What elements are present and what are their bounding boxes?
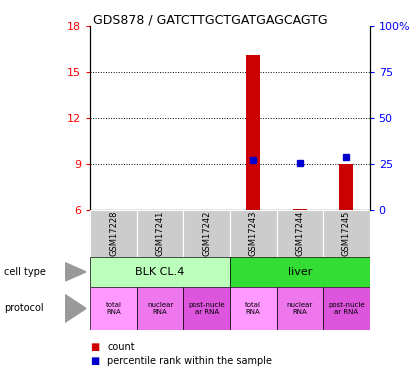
Text: total
RNA: total RNA xyxy=(105,302,121,315)
Polygon shape xyxy=(65,295,86,322)
Text: liver: liver xyxy=(288,267,312,277)
Text: GSM17243: GSM17243 xyxy=(249,211,258,256)
Bar xyxy=(137,210,184,257)
Text: cell type: cell type xyxy=(4,267,46,277)
Text: post-nucle
ar RNA: post-nucle ar RNA xyxy=(188,302,225,315)
Bar xyxy=(184,287,230,330)
Bar xyxy=(230,210,276,257)
Bar xyxy=(230,257,370,287)
Text: GSM17242: GSM17242 xyxy=(202,211,211,256)
Bar xyxy=(90,210,137,257)
Text: post-nucle
ar RNA: post-nucle ar RNA xyxy=(328,302,365,315)
Text: count: count xyxy=(107,342,135,352)
Bar xyxy=(137,287,184,330)
Text: BLK CL.4: BLK CL.4 xyxy=(135,267,185,277)
Text: percentile rank within the sample: percentile rank within the sample xyxy=(107,356,272,366)
Bar xyxy=(90,257,230,287)
Polygon shape xyxy=(65,262,86,281)
Bar xyxy=(276,210,323,257)
Text: GSM17245: GSM17245 xyxy=(342,211,351,256)
Text: GSM17241: GSM17241 xyxy=(156,211,165,256)
Bar xyxy=(230,287,276,330)
Text: GDS878 / GATCTTGCTGATGAGCAGTG: GDS878 / GATCTTGCTGATGAGCAGTG xyxy=(93,13,327,26)
Text: protocol: protocol xyxy=(4,303,44,313)
Text: nuclear
RNA: nuclear RNA xyxy=(147,302,173,315)
Text: total
RNA: total RNA xyxy=(245,302,261,315)
Text: GSM17244: GSM17244 xyxy=(295,211,304,256)
Text: ■: ■ xyxy=(90,356,100,366)
Text: nuclear
RNA: nuclear RNA xyxy=(286,302,313,315)
Text: ■: ■ xyxy=(90,342,100,352)
Bar xyxy=(323,210,370,257)
Bar xyxy=(246,56,260,210)
Bar xyxy=(323,287,370,330)
Bar xyxy=(293,209,307,210)
Bar xyxy=(90,287,137,330)
Bar xyxy=(276,287,323,330)
Bar xyxy=(184,210,230,257)
Text: GSM17228: GSM17228 xyxy=(109,211,118,256)
Bar xyxy=(339,164,353,210)
